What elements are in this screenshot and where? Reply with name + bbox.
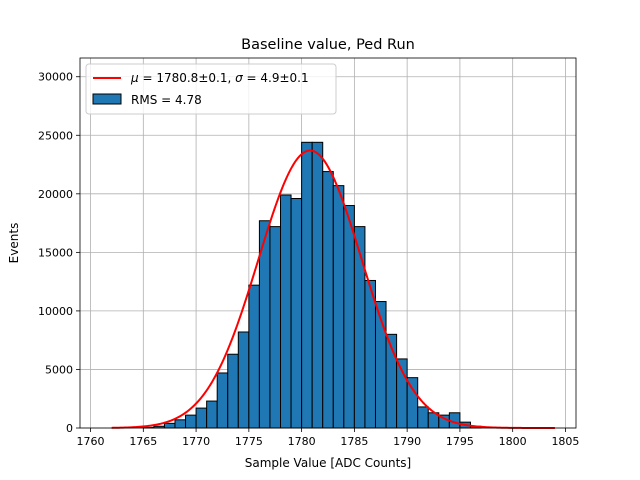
histogram-bar-20 [353,226,366,429]
histogram-bar-18 [332,185,345,429]
y-tick-label-2: 10000 [38,305,73,318]
x-tick-label-1: 1765 [129,435,157,448]
y-axis-ticks: 0 5000 10000 15000 20000 25000 30000 [38,71,80,435]
histogram-bar-6 [206,400,218,429]
x-tick-label-5: 1785 [340,435,368,448]
histogram-bar-15 [301,141,313,429]
histogram-bar-2 [163,422,176,429]
histogram-bar-5 [195,407,208,429]
histogram-bar-26 [417,406,429,429]
gaussian-fit-curve [111,149,555,429]
x-tick-label-0: 1760 [77,435,105,448]
y-tick-label-6: 30000 [38,71,73,84]
legend-fit-sigma-value: = 4.9±0.1 [243,71,309,85]
x-axis-label: Sample Value [ADC Counts] [245,456,411,470]
histogram-bar-25 [406,377,419,429]
histogram-bar-19 [343,205,355,429]
legend-fit-sigma-symbol: σ [235,71,243,85]
x-axis-ticks: 1760 1765 1770 1775 1780 1785 1790 1795 1800 1805 [77,428,579,448]
legend-hist-label: RMS = 4.78 [131,93,202,107]
x-tick-label-3: 1775 [235,435,263,448]
legend-box [85,63,337,115]
y-tick-label-5: 25000 [38,129,73,142]
x-tick-label-2: 1770 [182,435,210,448]
x-tick-label-8: 1800 [499,435,527,448]
y-tick-label-4: 20000 [38,188,73,201]
chart-title: Baseline value, Ped Run [241,37,415,53]
histogram-bar-10 [248,284,260,429]
legend-fit-mu-symbol: μ [130,71,139,85]
y-axis-label: Events [7,223,21,264]
histogram-bars [142,141,482,429]
histogram-bar-14 [290,198,303,429]
histogram-bar-21 [364,279,376,429]
histogram-bar-12 [269,226,282,429]
x-tick-label-7: 1795 [446,435,474,448]
x-tick-label-9: 1805 [551,435,579,448]
histogram-bar-3 [174,419,187,429]
histogram-bar-7 [216,372,229,429]
y-tick-label-0: 0 [66,422,73,435]
x-tick-label-6: 1790 [393,435,421,448]
histogram-bar-13 [280,194,292,429]
axes-frame [79,57,577,429]
histogram-bar-17 [322,171,334,429]
legend-fit-mu-value: = 1780.8±0.1, [139,71,235,85]
legend: μ = 1780.8±0.1, σ = 4.9±0.1 RMS = 4.78 [85,63,337,115]
legend-hist-swatch [92,93,122,105]
legend-fit-label: μ = 1780.8±0.1, σ = 4.9±0.1 [130,71,309,85]
histogram-bar-8 [227,353,239,429]
y-tick-label-3: 15000 [38,246,73,259]
y-tick-label-1: 5000 [45,363,73,376]
histogram-bar-9 [237,331,250,429]
histogram-bar-16 [311,141,324,429]
histogram-bar-4 [185,414,197,429]
x-tick-label-4: 1780 [288,435,316,448]
